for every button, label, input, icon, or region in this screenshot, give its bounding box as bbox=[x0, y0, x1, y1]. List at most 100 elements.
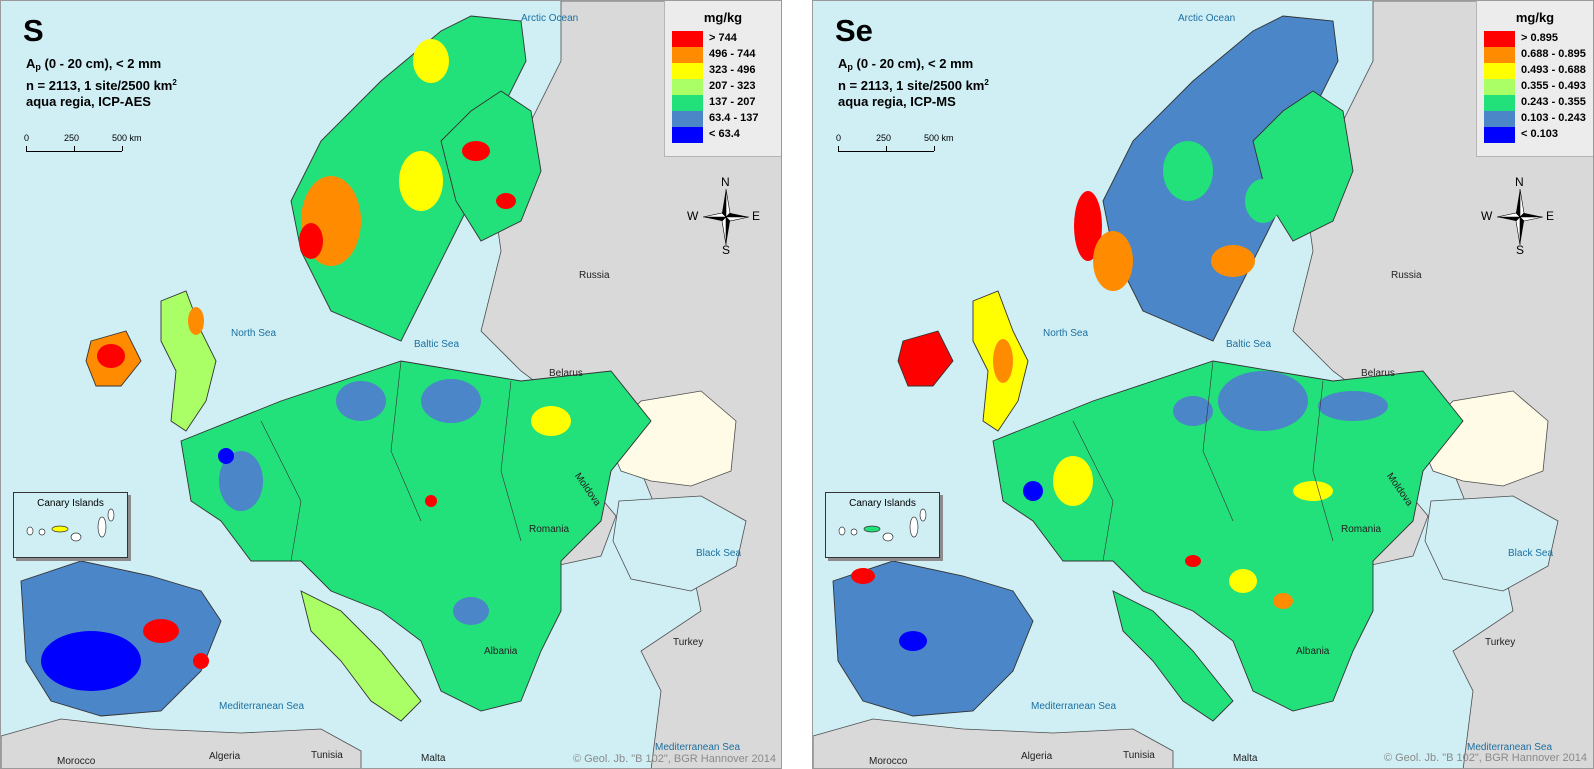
europe-map bbox=[1, 1, 781, 768]
label-algeria: Algeria bbox=[1021, 751, 1053, 762]
legend-row: > 0.895 bbox=[1484, 31, 1590, 47]
map-panel-sulfur: S Ap (0 - 20 cm), < 2 mm n = 2113, 1 sit… bbox=[0, 0, 782, 769]
black-sea-shape bbox=[1424, 495, 1559, 592]
anomaly-blobs-se bbox=[851, 141, 1388, 681]
copyright-note: © Geol. Jb. "B 102", BGR Hannover 2014 bbox=[1383, 752, 1587, 764]
inset-title: Canary Islands bbox=[849, 498, 916, 509]
element-symbol: Se bbox=[835, 13, 873, 48]
label-black-sea: Black Sea bbox=[1508, 548, 1554, 559]
legend-swatch bbox=[1484, 63, 1515, 79]
legend-row: 0.688 - 0.895 bbox=[1484, 47, 1590, 63]
scale-label-0: 0 bbox=[836, 133, 842, 143]
legend-swatch bbox=[1484, 31, 1515, 47]
label-turkey: Turkey bbox=[673, 637, 704, 648]
element-symbol: S bbox=[23, 13, 44, 48]
legend: mg/kg > 744 496 - 744 323 - 496 207 - 32… bbox=[664, 1, 781, 157]
scale-label-500: 500 km bbox=[924, 133, 954, 143]
map-panel-selenium: Se Ap (0 - 20 cm), < 2 mm n = 2113, 1 si… bbox=[812, 0, 1594, 769]
compass-e: E bbox=[1546, 209, 1555, 223]
legend-swatch bbox=[1484, 79, 1515, 95]
label-morocco: Morocco bbox=[869, 756, 908, 767]
label-romania: Romania bbox=[529, 524, 570, 535]
legend: mg/kg > 0.895 0.688 - 0.895 0.493 - 0.68… bbox=[1476, 1, 1593, 157]
label-albania: Albania bbox=[484, 646, 518, 657]
legend-swatch bbox=[1484, 47, 1515, 63]
country-borders bbox=[1072, 360, 1334, 562]
legend-row: < 63.4 bbox=[672, 127, 778, 143]
black-sea-shape bbox=[612, 495, 747, 592]
legend-swatch bbox=[1484, 95, 1515, 111]
label-belarus: Belarus bbox=[1361, 368, 1395, 379]
label-mediterranean-sea: Mediterranean Sea bbox=[1031, 701, 1117, 712]
sample-info: Ap (0 - 20 cm), < 2 mm n = 2113, 1 site/… bbox=[838, 56, 989, 110]
scale-label-250: 250 bbox=[64, 133, 80, 143]
country-borders bbox=[260, 360, 522, 562]
legend-row: 496 - 744 bbox=[672, 47, 778, 63]
label-algeria: Algeria bbox=[209, 751, 241, 762]
info-line-3: aqua regia, ICP-AES bbox=[26, 94, 151, 109]
europe-map bbox=[813, 1, 1593, 768]
legend-swatch bbox=[672, 127, 703, 143]
compass-e: E bbox=[752, 209, 761, 223]
label-mediterranean-sea-2: Mediterranean Sea bbox=[655, 742, 741, 753]
label-belarus: Belarus bbox=[549, 368, 583, 379]
legend-row: 207 - 323 bbox=[672, 79, 778, 95]
info-line-1: Ap (0 - 20 cm), < 2 mm bbox=[838, 56, 974, 72]
legend-title: mg/kg bbox=[703, 10, 743, 25]
label-turkey: Turkey bbox=[1485, 637, 1516, 648]
label-mediterranean-sea-2: Mediterranean Sea bbox=[1467, 742, 1553, 753]
compass-rose-icon: N S E W bbox=[687, 175, 761, 257]
compass-w: W bbox=[687, 209, 699, 223]
scale-label-250: 250 bbox=[876, 133, 892, 143]
label-baltic-sea: Baltic Sea bbox=[1226, 339, 1272, 350]
legend-row: 0.493 - 0.688 bbox=[1484, 63, 1590, 79]
compass-n: N bbox=[1515, 175, 1524, 189]
scale-bar: 0 250 500 km bbox=[836, 132, 954, 156]
legend-row: 63.4 - 137 bbox=[672, 111, 778, 127]
label-mediterranean-sea: Mediterranean Sea bbox=[219, 701, 305, 712]
label-baltic-sea: Baltic Sea bbox=[414, 339, 460, 350]
label-albania: Albania bbox=[1296, 646, 1330, 657]
copyright-note-left: © Geol. Jb. "B 102", BGR Hannover 2014 bbox=[572, 753, 776, 765]
legend-row: < 0.103 bbox=[1484, 127, 1590, 143]
label-black-sea: Black Sea bbox=[696, 548, 742, 559]
legend-swatch bbox=[672, 63, 703, 79]
canary-islands-inset: Canary Islands bbox=[13, 492, 128, 558]
legend-swatch bbox=[672, 79, 703, 95]
anomaly-blobs-s bbox=[41, 39, 571, 691]
label-arctic-ocean: Arctic Ocean bbox=[521, 13, 579, 24]
label-malta: Malta bbox=[421, 753, 446, 764]
scale-label-500: 500 km bbox=[112, 133, 142, 143]
label-russia: Russia bbox=[579, 270, 610, 281]
legend-row: 323 - 496 bbox=[672, 63, 778, 79]
compass-n: N bbox=[721, 175, 730, 189]
canary-islands-inset: Canary Islands bbox=[825, 492, 940, 558]
legend-row: 0.103 - 0.243 bbox=[1484, 111, 1590, 127]
scale-label-0: 0 bbox=[24, 133, 30, 143]
label-tunisia: Tunisia bbox=[1123, 750, 1155, 761]
label-north-sea: North Sea bbox=[1043, 328, 1089, 339]
inset-title: Canary Islands bbox=[37, 498, 104, 509]
info-line-3: aqua regia, ICP-MS bbox=[838, 94, 956, 109]
label-north-sea: North Sea bbox=[231, 328, 277, 339]
legend-swatch bbox=[672, 47, 703, 63]
legend-row: 0.355 - 0.493 bbox=[1484, 79, 1590, 95]
label-malta: Malta bbox=[1233, 753, 1258, 764]
label-romania: Romania bbox=[1341, 524, 1382, 535]
scale-bar: 0 250 500 km bbox=[24, 132, 142, 156]
legend-row: 0.243 - 0.355 bbox=[1484, 95, 1590, 111]
label-russia: Russia bbox=[1391, 270, 1422, 281]
info-line-2: n = 2113, 1 site/2500 km2 bbox=[838, 78, 989, 93]
legend-swatch bbox=[672, 31, 703, 47]
compass-s: S bbox=[1516, 243, 1525, 257]
legend-swatch bbox=[1484, 127, 1515, 143]
legend-row: > 744 bbox=[672, 31, 778, 47]
label-arctic-ocean: Arctic Ocean bbox=[1178, 13, 1236, 24]
info-line-2: n = 2113, 1 site/2500 km2 bbox=[26, 78, 177, 93]
info-line-1: Ap (0 - 20 cm), < 2 mm bbox=[26, 56, 162, 72]
sample-info: Ap (0 - 20 cm), < 2 mm n = 2113, 1 site/… bbox=[26, 56, 177, 110]
compass-s: S bbox=[722, 243, 731, 257]
legend-swatch bbox=[672, 95, 703, 111]
legend-swatch bbox=[1484, 111, 1515, 127]
survey-land bbox=[832, 15, 1464, 722]
